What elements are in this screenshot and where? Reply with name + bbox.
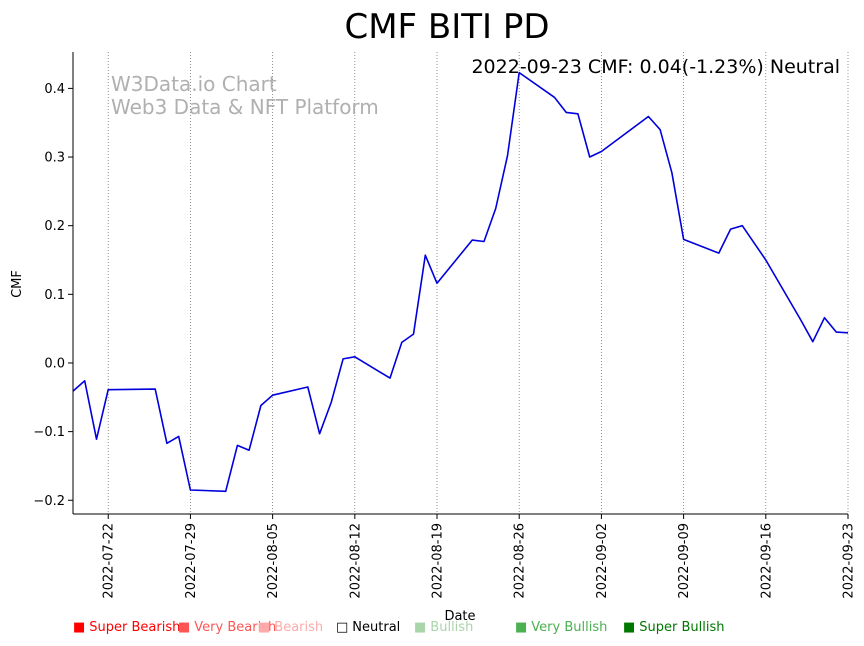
y-tick-label: 0.4 [44,82,65,97]
legend-label: Very Bullish [531,620,608,635]
legend-item-very-bullish: ■ Very Bullish [515,620,607,635]
y-tick-label: −0.1 [33,425,65,440]
legend-item-very-bearish: ■ Very Bearish [178,620,276,635]
x-tick-label: 2022-08-05 [266,523,281,599]
legend-label: Neutral [352,620,401,635]
legend-label: Super Bullish [639,620,725,635]
legend-item-super-bullish: ■ Super Bullish [623,620,725,635]
x-gridlines [107,52,849,514]
legend-item-super-bearish: ■ Super Bearish [73,620,180,635]
x-tick-label: 2022-09-02 [595,523,610,599]
legend-label: Very Bearish [194,620,277,635]
y-ticks: −0.2 −0.1 0.0 0.1 0.2 0.3 0.4 [33,82,73,509]
legend-swatch-icon: ■ [414,620,427,635]
legend: ■ Super Bearish ■ Very Bearish ■ Bearish □ Neut… [0,620,864,640]
legend-label: Super Bearish [89,620,181,635]
x-tick-label: 2022-08-12 [348,523,363,599]
x-tick-label: 2022-07-22 [102,523,117,599]
x-tick-label: 2022-07-29 [184,523,199,599]
y-axis-label: CMF [10,270,25,298]
y-tick-label: −0.2 [33,494,65,509]
x-tick-label: 2022-09-23 [842,523,857,599]
x-tick-label: 2022-08-26 [513,523,528,599]
legend-swatch-icon: ■ [623,620,636,635]
legend-swatch-icon: ■ [515,620,528,635]
chart-title: CMF BITI PD [344,7,549,47]
y-tick-label: 0.0 [44,356,65,371]
legend-swatch-icon: ■ [258,620,271,635]
legend-item-neutral: □ Neutral [336,620,400,635]
x-tick-label: 2022-09-16 [759,523,774,599]
x-tick-label: 2022-08-19 [431,523,446,599]
x-tick-label: 2022-09-09 [677,523,692,599]
x-ticks: 2022-07-22 2022-07-29 2022-08-05 2022-08-12… [102,514,857,599]
y-tick-label: 0.3 [44,151,65,166]
legend-swatch-icon: ■ [73,620,86,635]
watermark-line-2: Web3 Data & NFT Platform [111,95,379,119]
watermark-line-1: W3Data.io Chart [111,72,277,96]
legend-label: Bearish [274,620,324,635]
legend-swatch-icon: □ [336,620,349,635]
legend-item-bullish: ■ Bullish [414,620,473,635]
y-tick-label: 0.2 [44,219,65,234]
legend-swatch-icon: ■ [178,620,191,635]
y-tick-label: 0.1 [44,288,65,303]
legend-label: Bullish [430,620,474,635]
axes [72,52,848,515]
legend-item-bearish: ■ Bearish [258,620,323,635]
chart-annotation: 2022-09-23 CMF: 0.04(-1.23%) Neutral [471,56,840,78]
cmf-series-line [72,71,849,493]
x-axis-label: Date [444,609,475,624]
